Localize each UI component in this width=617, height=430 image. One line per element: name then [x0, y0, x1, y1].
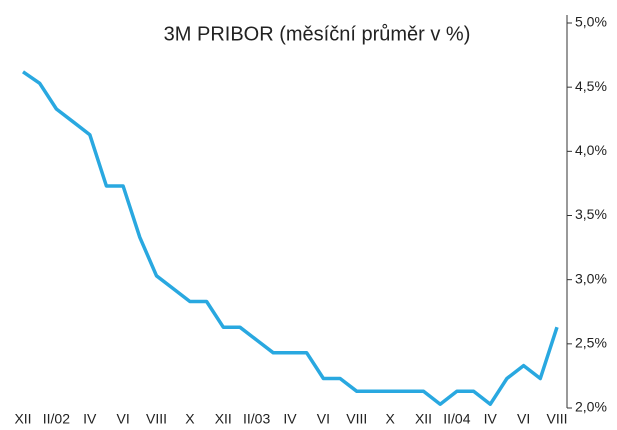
y-tick-label: 5,0%	[575, 14, 607, 30]
x-tick-label: X	[185, 411, 195, 427]
y-tick-label: 2,5%	[575, 335, 607, 351]
x-tick-label: XII	[14, 411, 31, 427]
chart-title: 3M PRIBOR (měsíční průměr v %)	[164, 23, 471, 45]
x-tick-label: VIII	[546, 411, 567, 427]
line	[22, 70, 559, 406]
x-tick-label: VIII	[146, 411, 167, 427]
x-tick-label: IV	[484, 411, 498, 427]
x-tick-label: VI	[317, 411, 330, 427]
y-tick-label: 3,0%	[575, 270, 607, 286]
x-tick-label: VIII	[346, 411, 367, 427]
y-tick-label: 4,0%	[575, 142, 607, 158]
x-tick-label: II/02	[43, 411, 70, 427]
y-tick-label: 3,5%	[575, 206, 607, 222]
x-tick-label: X	[385, 411, 395, 427]
x-tick-label: XII	[215, 411, 232, 427]
x-tick-label: XII	[415, 411, 432, 427]
x-tick-label: IV	[283, 411, 297, 427]
y-tick-label: 2,0%	[575, 399, 607, 415]
x-tick-label: VI	[517, 411, 530, 427]
y-tick-label: 4,5%	[575, 78, 607, 94]
x-tick-label: II/03	[243, 411, 270, 427]
x-tick-label: IV	[83, 411, 97, 427]
x-tick-label: VI	[117, 411, 130, 427]
x-tick-label: II/04	[443, 411, 470, 427]
